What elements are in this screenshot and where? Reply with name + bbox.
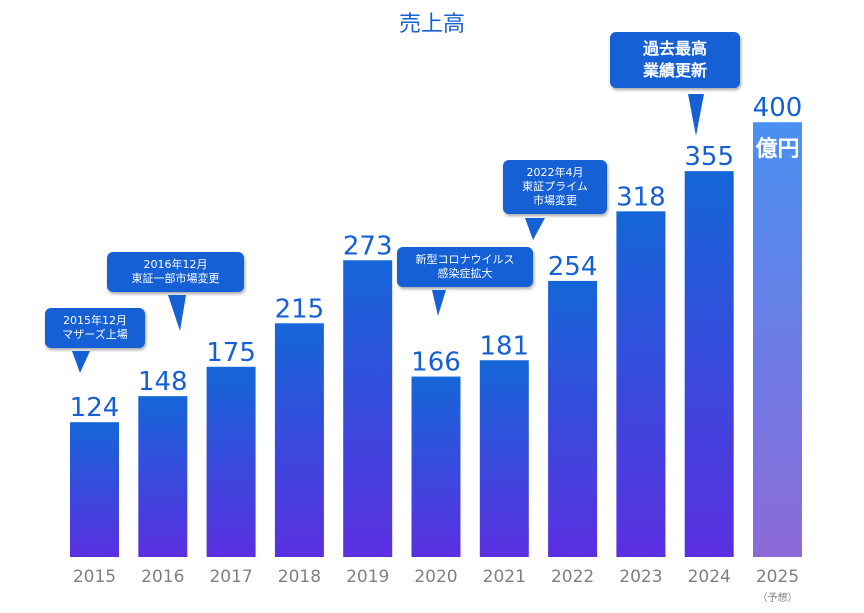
- x-tick-2017: 2017: [209, 567, 252, 587]
- chart-title: 売上高: [398, 12, 465, 37]
- callout-2016-tse1: 2016年12月 東証一部市場変更: [107, 252, 244, 292]
- value-label-2016: 148: [138, 367, 188, 397]
- value-label-2015: 124: [70, 393, 120, 423]
- callout-2015-listing: 2015年12月 マザーズ上場: [45, 308, 145, 348]
- value-label-2017: 175: [206, 338, 256, 368]
- bar-2019: [343, 260, 393, 557]
- x-tick-2025: 2025: [756, 567, 799, 587]
- x-tick-2023: 2023: [619, 567, 662, 587]
- callout-2020-tail: [432, 290, 446, 316]
- value-label-2023: 318: [616, 182, 666, 212]
- bar-2025: [753, 122, 802, 557]
- value-label-2018: 215: [275, 294, 325, 324]
- callout-2016-tail: [168, 295, 186, 331]
- bar-2024: [684, 171, 734, 557]
- bar-2022: [548, 280, 598, 557]
- bar-2016: [138, 396, 188, 557]
- value-label-2024: 355: [684, 142, 734, 172]
- callout-2020-covid: 新型コロナウイルス 感染症拡大: [397, 247, 533, 287]
- bar-2017: [206, 366, 256, 557]
- bar-2023: [616, 211, 666, 557]
- value-label-2020: 166: [411, 348, 461, 378]
- callout-2022-prime: 2022年4月 東証プライム 市場変更: [503, 160, 607, 214]
- value-label-2022: 254: [548, 252, 598, 282]
- forecast-note: （予想）: [758, 591, 798, 604]
- callout-2015-tail: [72, 351, 90, 373]
- x-tick-2021: 2021: [483, 567, 526, 587]
- callout-2022-tail: [525, 218, 545, 240]
- x-tick-2016: 2016: [141, 567, 184, 587]
- value-label-2019: 273: [343, 231, 393, 261]
- x-tick-2024: 2024: [688, 567, 731, 587]
- value-label-2025: 400: [753, 93, 803, 123]
- x-tick-2015: 2015: [73, 567, 116, 587]
- bar-2021: [479, 360, 529, 557]
- unit-label: 億円: [755, 136, 799, 162]
- bar-2020: [411, 376, 461, 557]
- callout-2024-record: 過去最高 業績更新: [610, 32, 740, 88]
- bar-2015: [70, 422, 119, 557]
- bar-2018: [274, 323, 324, 557]
- x-tick-2018: 2018: [278, 567, 321, 587]
- value-label-2021: 181: [479, 331, 529, 361]
- x-tick-2019: 2019: [346, 567, 389, 587]
- x-tick-2022: 2022: [551, 567, 594, 587]
- x-tick-2020: 2020: [414, 567, 457, 587]
- callout-2024-tail: [688, 94, 704, 136]
